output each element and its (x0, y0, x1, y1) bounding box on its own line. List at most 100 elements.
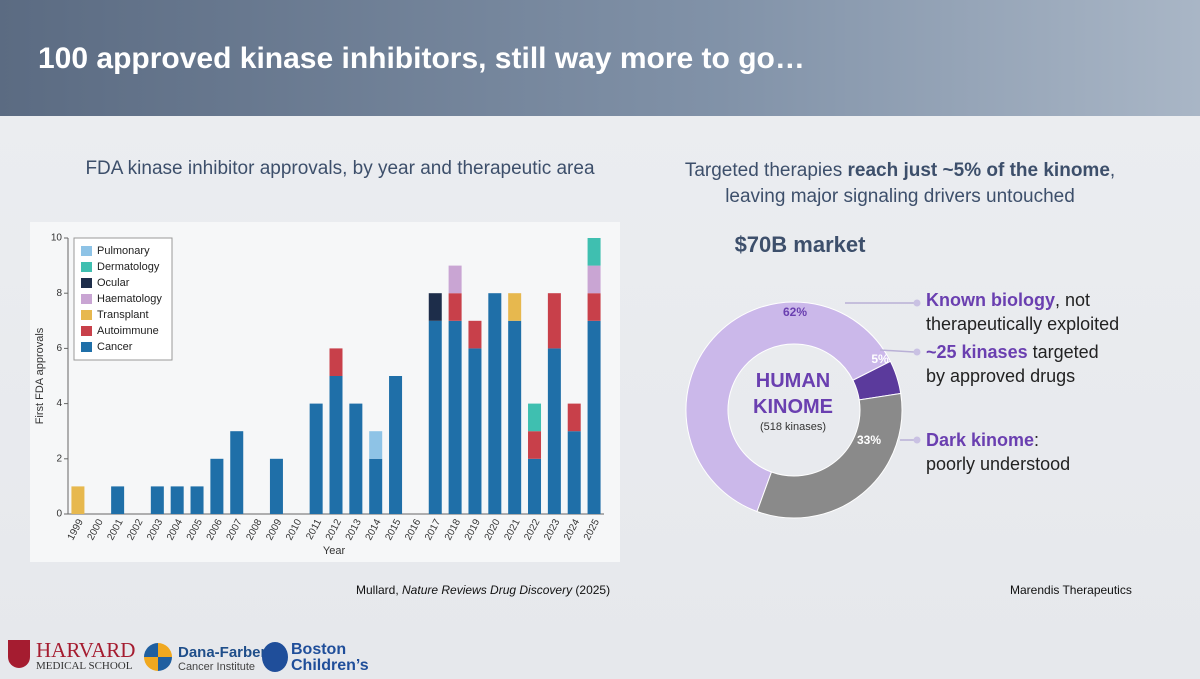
harvard-logo: HARVARD MEDICAL SCHOOL (36, 638, 136, 673)
bar-segment (389, 376, 403, 514)
bar-chart-title: FDA kinase inhibitor approvals, by year … (85, 158, 595, 179)
donut-center-label: HUMAN KINOME (753, 370, 833, 418)
leader-dot (913, 436, 921, 444)
legend-label: Transplant (97, 309, 149, 321)
annotation: ~25 kinases targeted by approved drugs (926, 340, 1099, 388)
annotation: Known biology, not therapeutically exploi… (926, 288, 1119, 336)
legend-swatch (81, 326, 92, 336)
logo-text: Cancer Institute (178, 661, 256, 673)
bar-segment (587, 293, 601, 321)
annotation-text: targeted (1027, 342, 1099, 362)
logo-text: Dana-Farber (178, 644, 267, 661)
annotation-emphasis: Known biology (926, 290, 1055, 310)
leader-dot (913, 299, 921, 307)
bar-segment (349, 403, 363, 514)
bar-segment (150, 486, 164, 514)
bar-segment (528, 458, 542, 514)
bar-segment (190, 486, 204, 514)
bar-segment (369, 431, 383, 459)
bar-segment (309, 403, 323, 514)
source: Marendis Therapeutics (1010, 583, 1132, 597)
bar-segment (448, 293, 462, 321)
title-part: reach just ~5% of the kinome (847, 160, 1110, 181)
donut-slice (756, 392, 903, 519)
bar-segment (71, 486, 85, 514)
pie-subtitle: $70B market (734, 232, 866, 257)
slice-label: 62% (783, 305, 807, 319)
bar-segment (210, 458, 224, 514)
y-axis-label: First FDA approvals (34, 327, 46, 424)
bar-segment (528, 431, 542, 459)
bar-segment (468, 348, 482, 514)
annotation-emphasis: ~25 kinases (926, 342, 1028, 362)
y-tick-label: 2 (56, 453, 62, 464)
bar-segment (587, 238, 601, 266)
y-tick-label: 6 (56, 343, 62, 354)
annotation-text: , not (1054, 290, 1091, 310)
bar-segment (528, 403, 542, 432)
slice-label: 33% (857, 433, 881, 447)
source-part: Nature Reviews Drug Discovery (402, 583, 573, 597)
legend-swatch (81, 310, 92, 320)
source-part: Mullard, (356, 583, 403, 597)
bar-segment (587, 265, 601, 294)
logo-text: Children’s (291, 657, 369, 674)
source-part: (2025) (572, 583, 611, 597)
annotation-text: by approved drugs (926, 366, 1076, 386)
source: Mullard, Nature Reviews Drug Discovery (… (356, 583, 610, 597)
dana-farber-logo: Dana-Farber Cancer Institute (178, 644, 266, 673)
bar-segment (170, 486, 184, 514)
bar-segment (428, 293, 442, 321)
slide-title: 100 approved kinase inhibitors, still wa… (38, 42, 805, 75)
legend-label: Pulmonary (97, 245, 150, 257)
annotation-emphasis: Dark kinome (926, 430, 1035, 450)
legend-swatch (81, 294, 92, 304)
y-tick-label: 0 (56, 509, 62, 520)
harvard-shield (8, 640, 30, 668)
bar-segment (329, 348, 343, 376)
bar-segment (329, 376, 343, 514)
y-tick-label: 8 (56, 288, 62, 299)
dana-farber-mark (144, 643, 172, 671)
donut-slice (685, 301, 892, 513)
leader-dot (913, 348, 921, 356)
bar-segment (508, 320, 522, 514)
bar-segment (587, 320, 601, 514)
bar-segment (111, 486, 125, 514)
legend-label: Haematology (97, 293, 162, 305)
bar-segment (567, 431, 581, 514)
bar-segment (448, 265, 462, 294)
y-tick-label: 4 (56, 398, 62, 409)
annotation-text: : (1034, 430, 1040, 450)
bar-segment (547, 293, 561, 349)
bar-segment (428, 320, 442, 514)
bar-segment (369, 458, 383, 514)
legend-swatch (81, 342, 92, 352)
legend-swatch (81, 262, 92, 272)
y-tick-label: 10 (51, 233, 63, 244)
legend-label: Autoimmune (97, 325, 159, 337)
logo-text: HARVARD (36, 638, 136, 662)
bar-segment (547, 348, 561, 514)
legend-label: Ocular (97, 277, 130, 289)
bar-segment (508, 293, 522, 321)
annotation-text: therapeutically exploited (926, 314, 1120, 334)
boston-mark (262, 642, 288, 672)
leader-line (879, 349, 915, 353)
bar-segment (448, 320, 462, 514)
legend-swatch (81, 246, 92, 256)
x-axis-label: Year (323, 545, 346, 557)
title-part: leaving major signaling drivers untouche… (725, 186, 1075, 207)
bar-segment (488, 293, 502, 514)
title-part: , (1109, 160, 1116, 181)
slice-label: 5% (871, 352, 889, 366)
bar-segment (230, 431, 244, 514)
pie-chart-title: Targeted therapies reach just ~5% of the… (620, 158, 1180, 210)
donut-center-sublabel: (518 kinases) (759, 421, 827, 433)
legend-label: Dermatology (97, 261, 160, 273)
logo-text: Boston (291, 641, 347, 658)
legend-swatch (81, 278, 92, 288)
legend-label: Cancer (97, 341, 133, 353)
